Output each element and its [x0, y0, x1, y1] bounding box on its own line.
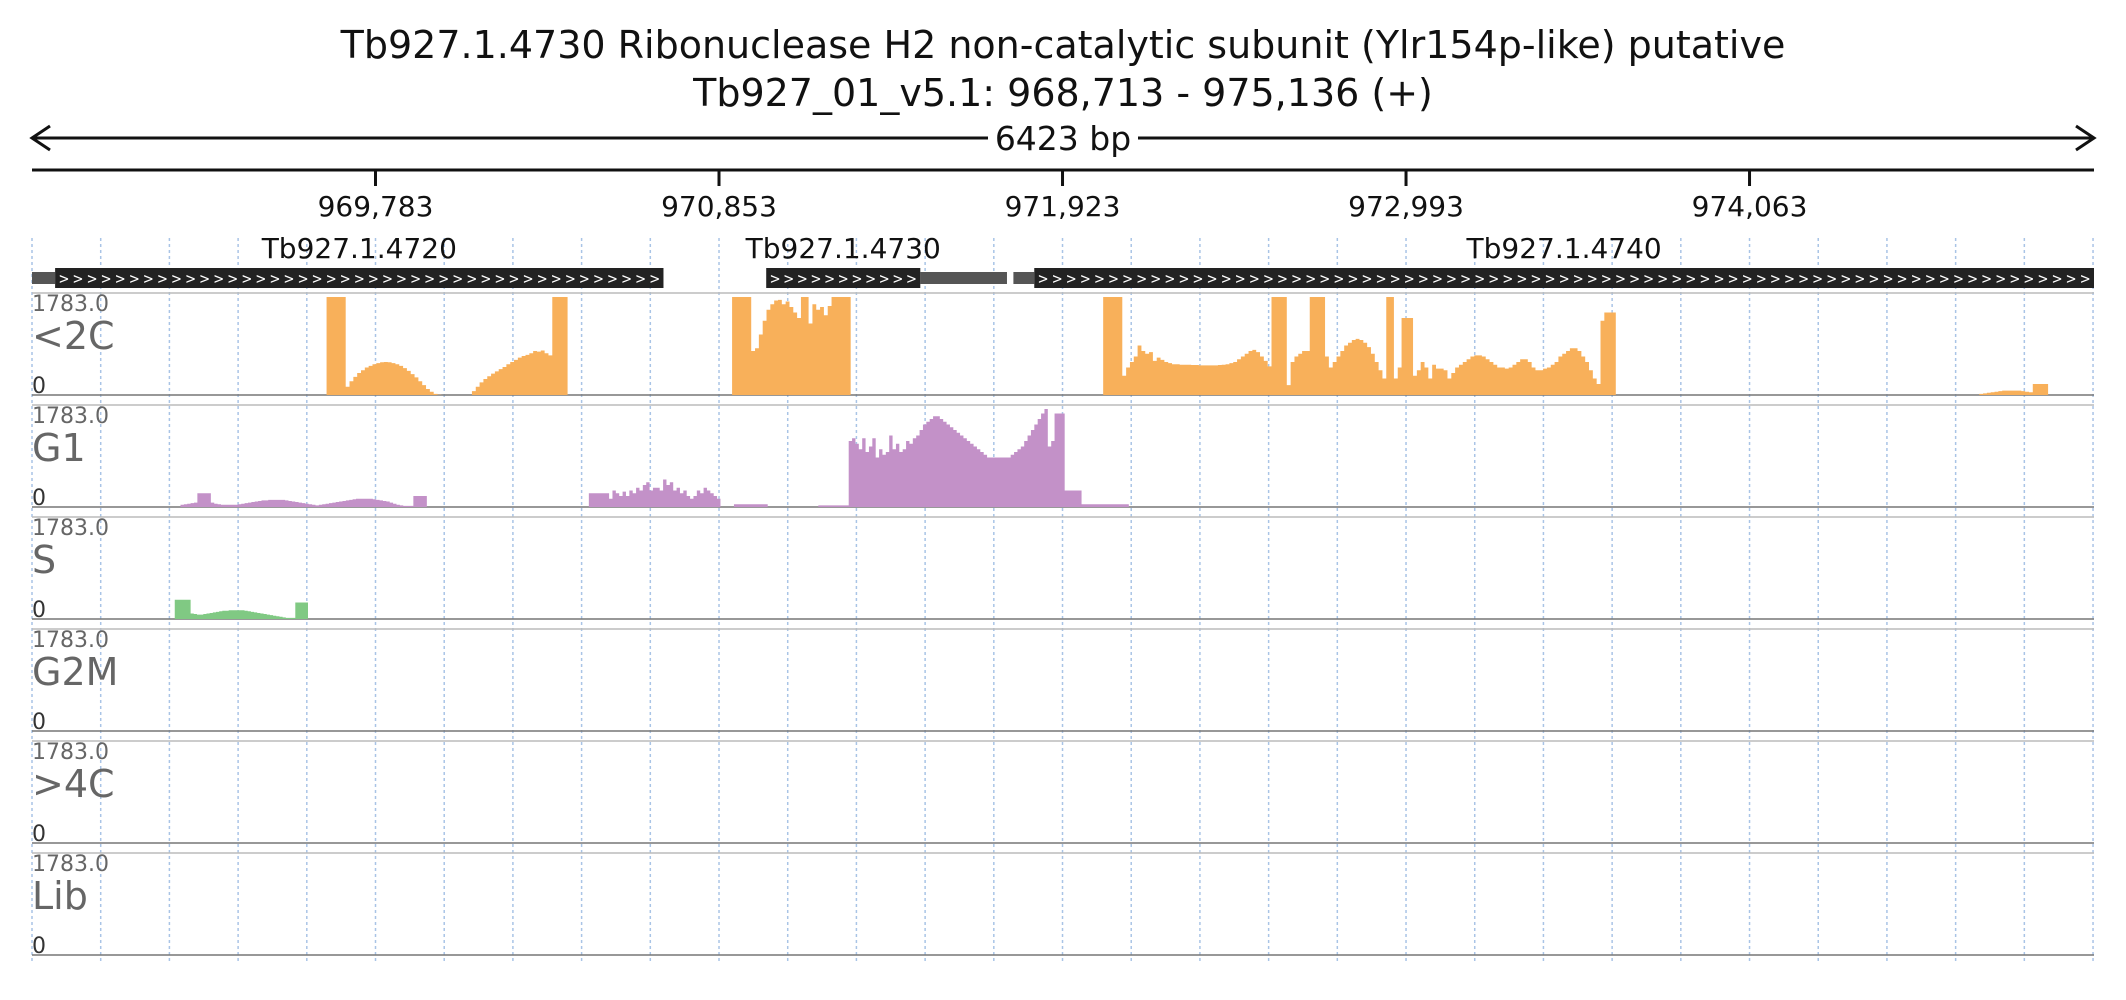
gene-utr	[920, 272, 1007, 284]
track-name: >4C	[32, 762, 115, 806]
gene-utr	[1013, 272, 1035, 284]
y-min-label: 0	[32, 374, 46, 399]
gene-strand-chevrons: >>>>>>>>>>>>>>>>>>>>>>>>>>>>>>>>>>>>>>>>…	[1038, 269, 2090, 288]
track-Lib: 1783.0 0 Lib	[32, 852, 2094, 959]
gene-label: Tb927.1.4730	[745, 232, 941, 265]
y-max-label: 1783.0	[32, 292, 109, 317]
span-indicator: 6423 bp	[29, 119, 2097, 158]
track-name: S	[32, 538, 56, 582]
x-tick-label: 974,063	[1692, 190, 1808, 223]
coverage-area-<2C	[32, 297, 2094, 395]
gene-label: Tb927.1.4740	[1466, 232, 1662, 265]
track-name: Lib	[32, 874, 88, 918]
coverage-area-G1	[32, 409, 2094, 507]
track-name: G1	[32, 426, 86, 470]
gene-body	[1034, 268, 2094, 288]
x-tick-label: 972,993	[1348, 190, 1464, 223]
gene-Tb927.1.4720[interactable]: >>>>>>>>>>>>>>>>>>>>>>>>>>>>>>>>>>>>>>>>…	[32, 232, 664, 288]
x-tick-label: 971,923	[1005, 190, 1121, 223]
gene-label: Tb927.1.4720	[261, 232, 457, 265]
y-max-label: 1783.0	[32, 516, 109, 541]
track-name: G2M	[32, 650, 118, 694]
gene-Tb927.1.4740[interactable]: >>>>>>>>>>>>>>>>>>>>>>>>>>>>>>>>>>>>>>>>…	[1013, 232, 2094, 288]
x-tick-label: 970,853	[661, 190, 777, 223]
track-S: 1783.0 0 S	[32, 516, 2094, 623]
y-max-label: 1783.0	[32, 404, 109, 429]
chart-title-line1: Tb927.1.4730 Ribonuclease H2 non-catalyt…	[340, 23, 1786, 67]
coverage-area-S	[32, 599, 2094, 619]
track-name: <2C	[32, 314, 115, 358]
y-min-label: 0	[32, 486, 46, 511]
span-label: 6423 bp	[995, 119, 1131, 158]
y-min-label: 0	[32, 934, 46, 959]
gene-body	[55, 268, 664, 288]
gene-strand-chevrons: >>>>>>>>>>>	[770, 269, 916, 288]
y-max-label: 1783.0	[32, 740, 109, 765]
track-<2C: 1783.0 0 <2C	[32, 292, 2094, 399]
x-axis: 969,783 970,853 971,923 972,993 974,063	[32, 168, 2094, 223]
y-min-label: 0	[32, 598, 46, 623]
gene-Tb927.1.4730[interactable]: >>>>>>>>>>> Tb927.1.4730	[745, 232, 1007, 288]
x-tick-label: 969,783	[318, 190, 434, 223]
coverage-tracks: 1783.00<2C1783.00G11783.00S1783.00G2M178…	[32, 292, 2094, 959]
gene-strand-chevrons: >>>>>>>>>>>>>>>>>>>>>>>>>>>>>>>>>>>>>>>>…	[59, 269, 659, 288]
y-min-label: 0	[32, 710, 46, 735]
gene-utr	[32, 272, 56, 284]
span-arrow-right-icon	[2075, 124, 2097, 152]
y-max-label: 1783.0	[32, 852, 109, 877]
gene-body	[766, 268, 921, 288]
track->4C: 1783.0 0 >4C	[32, 740, 2094, 847]
track-G2M: 1783.0 0 G2M	[32, 628, 2094, 735]
chart-title-line2: Tb927_01_v5.1: 968,713 - 975,136 (+)	[692, 71, 1433, 115]
y-max-label: 1783.0	[32, 628, 109, 653]
y-min-label: 0	[32, 822, 46, 847]
track-G1: 1783.0 0 G1	[32, 404, 2094, 511]
span-arrow-left-icon	[29, 124, 51, 152]
gene-track: >>>>>>>>>>>>>>>>>>>>>>>>>>>>>>>>>>>>>>>>…	[32, 232, 2094, 288]
